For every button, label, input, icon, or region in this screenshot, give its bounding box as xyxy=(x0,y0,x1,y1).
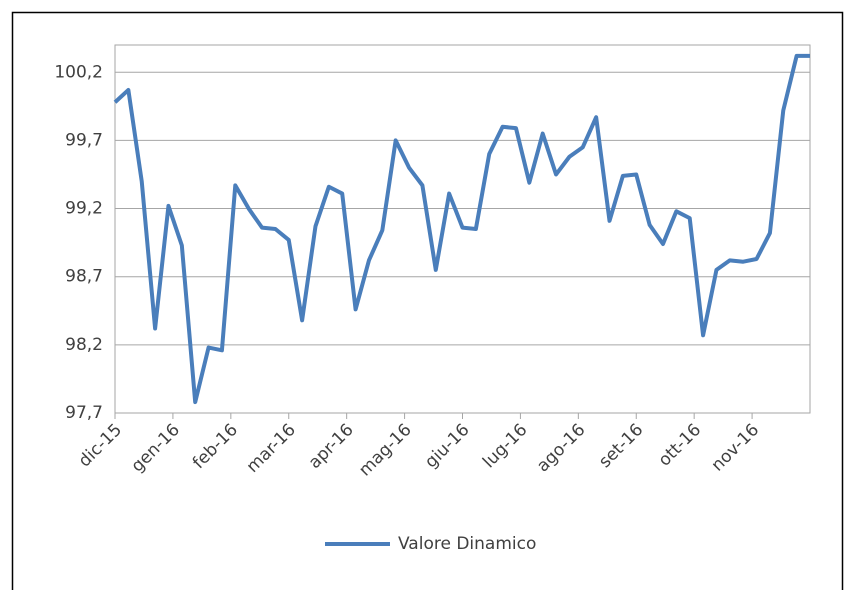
y-tick-label: 99,7 xyxy=(65,130,103,150)
data-line xyxy=(113,53,810,405)
legend-label: Valore Dinamico xyxy=(398,534,536,554)
chart-frame xyxy=(11,11,844,590)
y-tick-label: 99,2 xyxy=(65,199,103,219)
y-tick-label: 97,7 xyxy=(65,403,103,423)
y-tick-label: 100,2 xyxy=(54,62,103,82)
y-tick-label: 98,7 xyxy=(65,267,103,287)
y-tick-label: 98,2 xyxy=(65,335,103,355)
